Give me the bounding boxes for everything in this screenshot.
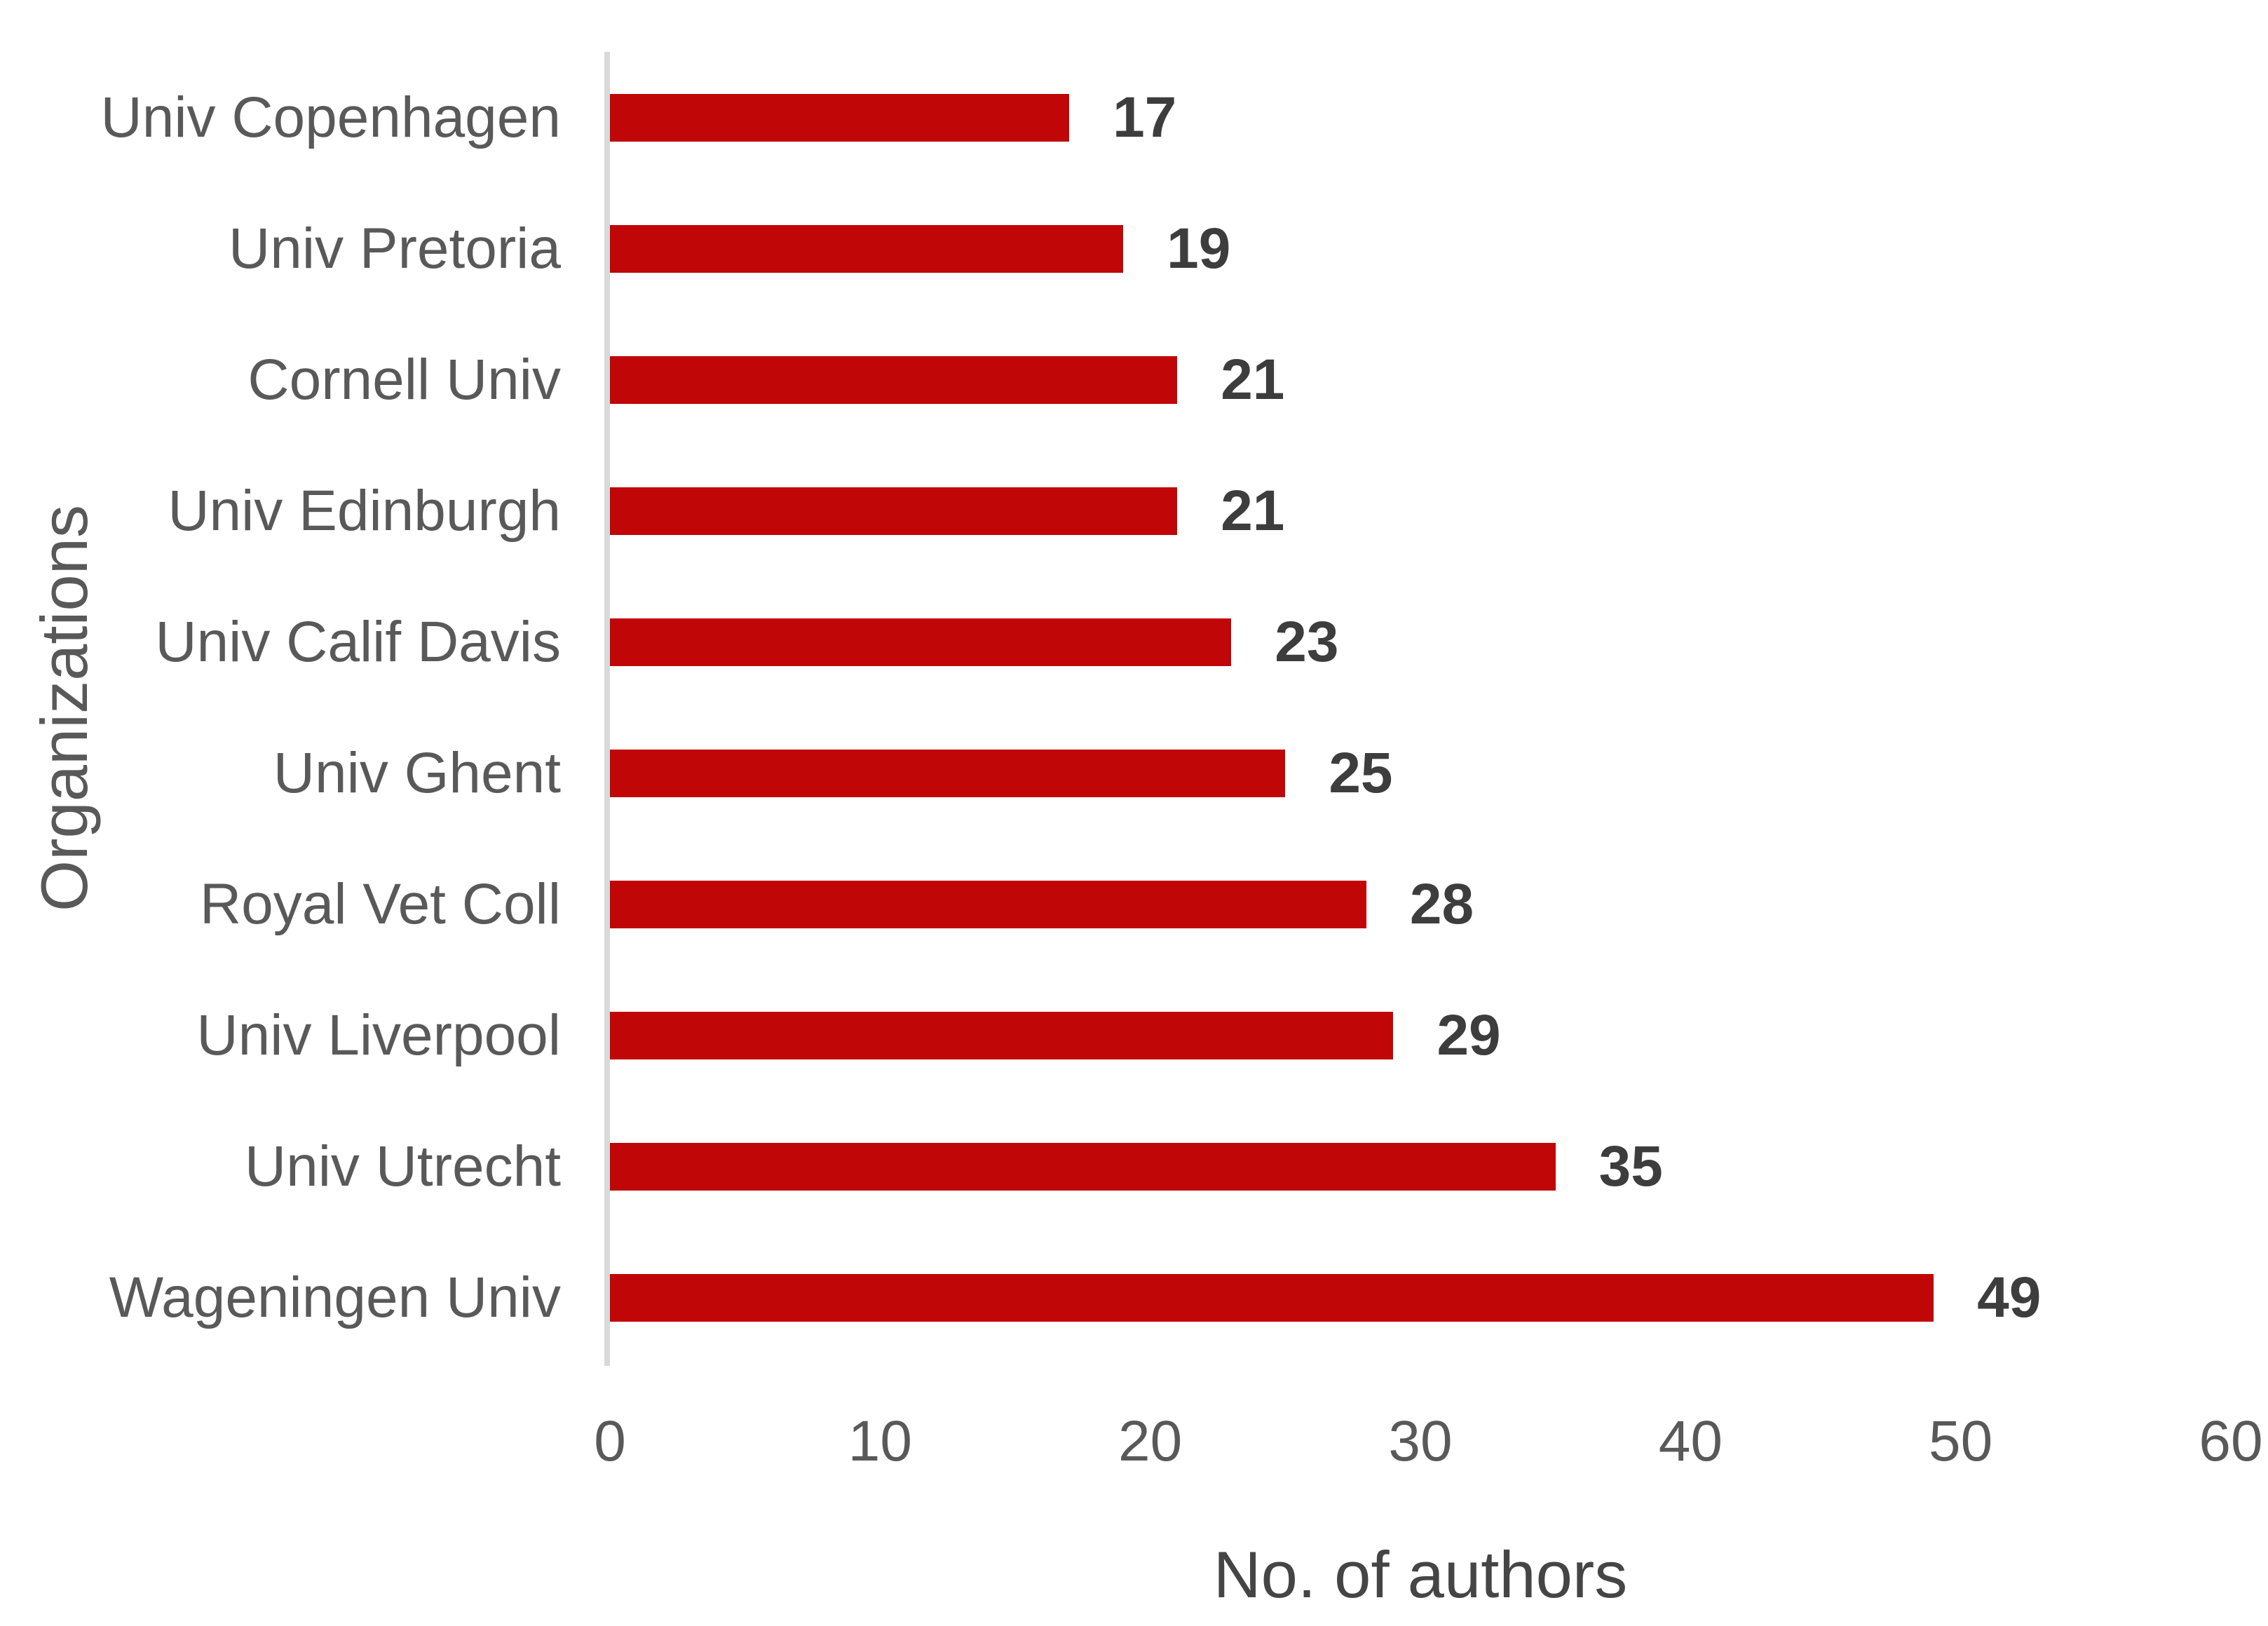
bar-row: 21 <box>610 314 2231 445</box>
category-label: Univ Liverpool <box>196 1003 561 1067</box>
x-tick-label: 40 <box>1658 1409 1723 1473</box>
value-label: 21 <box>1221 347 1285 412</box>
category-label: Univ Copenhagen <box>100 85 561 149</box>
category-label: Univ Utrecht <box>244 1134 561 1198</box>
category-label: Cornell Univ <box>247 347 561 412</box>
category-label: Univ Edinburgh <box>168 478 561 543</box>
plot-area: 17 19 21 21 23 25 28 29 35 49 <box>610 52 2231 1363</box>
bar-row: 23 <box>610 576 2231 707</box>
value-label: 25 <box>1329 740 1393 805</box>
x-tick-label: 10 <box>848 1409 912 1473</box>
bar <box>610 93 1070 142</box>
y-axis-line <box>604 52 610 1366</box>
bar <box>610 618 1232 666</box>
bar-row: 35 <box>610 1101 2231 1232</box>
value-label: 19 <box>1167 216 1231 280</box>
bar <box>610 880 1366 928</box>
bar <box>610 1142 1556 1191</box>
value-label: 28 <box>1409 872 1474 936</box>
x-tick-label: 60 <box>2199 1409 2263 1473</box>
x-tick-label: 0 <box>594 1409 626 1473</box>
bar <box>610 1011 1394 1059</box>
x-tick-label: 30 <box>1388 1409 1453 1473</box>
x-tick-label: 50 <box>1929 1409 1993 1473</box>
x-tick-label: 20 <box>1118 1409 1183 1473</box>
category-label: Wageningen Univ <box>109 1265 561 1329</box>
category-label: Univ Pretoria <box>229 216 561 280</box>
bar-row: 21 <box>610 445 2231 576</box>
value-label: 29 <box>1437 1003 1501 1067</box>
x-tick-labels: 0 10 20 30 40 50 60 <box>594 1409 2262 1490</box>
bar-row: 19 <box>610 183 2231 314</box>
bar-row: 49 <box>610 1232 2231 1363</box>
bar <box>610 224 1124 273</box>
value-label: 35 <box>1598 1134 1663 1198</box>
bar-row: 28 <box>610 839 2231 970</box>
category-labels: Univ Copenhagen Univ Pretoria Cornell Univ… <box>0 52 561 1363</box>
value-label: 17 <box>1113 85 1177 149</box>
bar <box>610 749 1286 797</box>
bar-row: 17 <box>610 52 2231 183</box>
bar <box>610 1273 1934 1322</box>
value-label: 23 <box>1275 609 1339 674</box>
category-label: Royal Vet Coll <box>199 872 561 936</box>
value-label: 21 <box>1221 478 1285 543</box>
bar <box>610 355 1178 404</box>
x-axis-title: No. of authors <box>1213 1538 1628 1611</box>
bar-row: 25 <box>610 707 2231 839</box>
value-label: 49 <box>1977 1265 2042 1329</box>
bar <box>610 487 1178 535</box>
bar-row: 29 <box>610 970 2231 1101</box>
category-label: Univ Calif Davis <box>155 609 561 674</box>
category-label: Univ Ghent <box>273 740 561 805</box>
